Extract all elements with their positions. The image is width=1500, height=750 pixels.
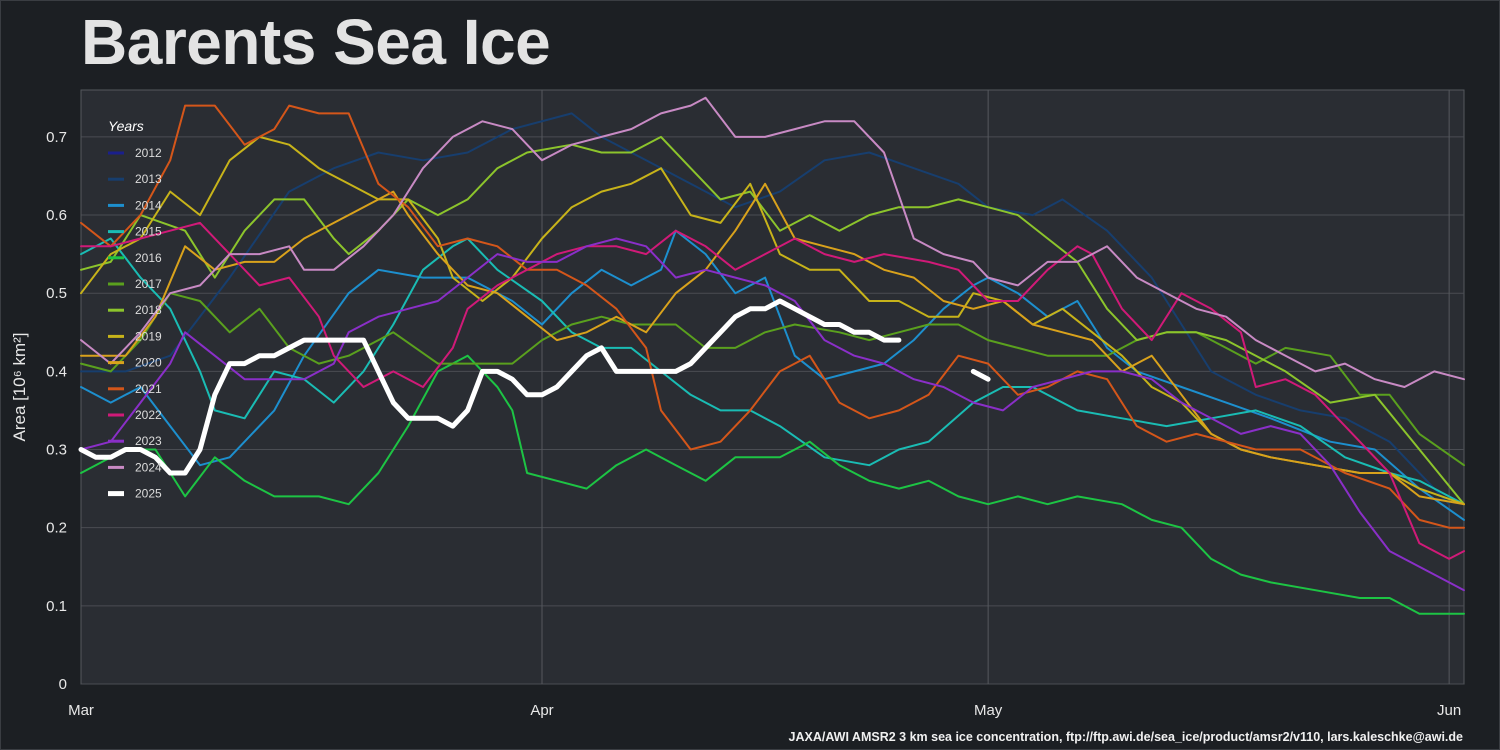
series-line-2020 [80,182,1465,506]
series-line-2013 [80,112,1451,506]
legend-label-2015: 2015 [135,225,162,239]
x-tick-label: Mar [68,702,94,719]
series-line-2016 [80,354,1465,615]
series-line-2014 [80,229,1465,521]
series-line-2018 [80,135,1465,506]
legend-label-2021: 2021 [135,382,162,396]
legend-label-2022: 2022 [135,408,162,422]
plot-background [80,89,1465,685]
chart-title: Barents Sea Ice [81,6,551,78]
y-axis: 0 0.1 0.2 0.3 0.4 0.5 0.6 0.7 [46,129,67,693]
legend-label-2020: 2020 [135,356,162,370]
x-tick-label: Jun [1437,702,1461,719]
x-tick-label: May [974,702,1003,719]
series-line-2025 [970,368,991,382]
legend-label-2012: 2012 [135,146,162,160]
legend-label-2019: 2019 [135,329,162,343]
legend-label-2025: 2025 [135,487,162,501]
legend-label-2024: 2024 [135,460,162,474]
legend-label-2016: 2016 [135,251,162,265]
series-layer [78,96,1465,615]
y-tick-label: 0.4 [46,363,67,380]
legend-label-2014: 2014 [135,198,162,212]
y-axis-label: Area [10⁶ km²] [10,332,29,441]
legend-title: Years [108,118,144,134]
legend: Years 2012 2013 2014 2015 2016 2017 2018 2019 202… [108,118,162,501]
y-tick-label: 0.1 [46,598,67,615]
series-line-2017 [80,292,1465,467]
series-line-2024 [80,96,1465,388]
legend-label-2017: 2017 [135,277,162,291]
y-tick-label: 0.2 [46,520,67,537]
y-tick-label: 0.3 [46,442,67,459]
y-tick-label: 0.5 [46,285,67,302]
legend-label-2023: 2023 [135,434,162,448]
y-tick-label: 0 [59,676,67,693]
legend-label-2013: 2013 [135,172,162,186]
y-tick-label: 0.6 [46,207,67,224]
x-tick-label: Apr [530,702,553,719]
series-line-2022 [80,221,1465,560]
y-tick-label: 0.7 [46,129,67,146]
series-line-2023 [80,237,1465,592]
plot-area [80,89,1465,685]
series-line-2021 [80,104,1465,529]
x-axis: Mar Apr May Jun [68,702,1461,719]
legend-label-2018: 2018 [135,303,162,317]
series-line-2019 [80,135,1465,506]
credit-text: JAXA/AWI AMSR2 3 km sea ice concentratio… [788,730,1464,744]
series-line-2025 [78,298,902,476]
